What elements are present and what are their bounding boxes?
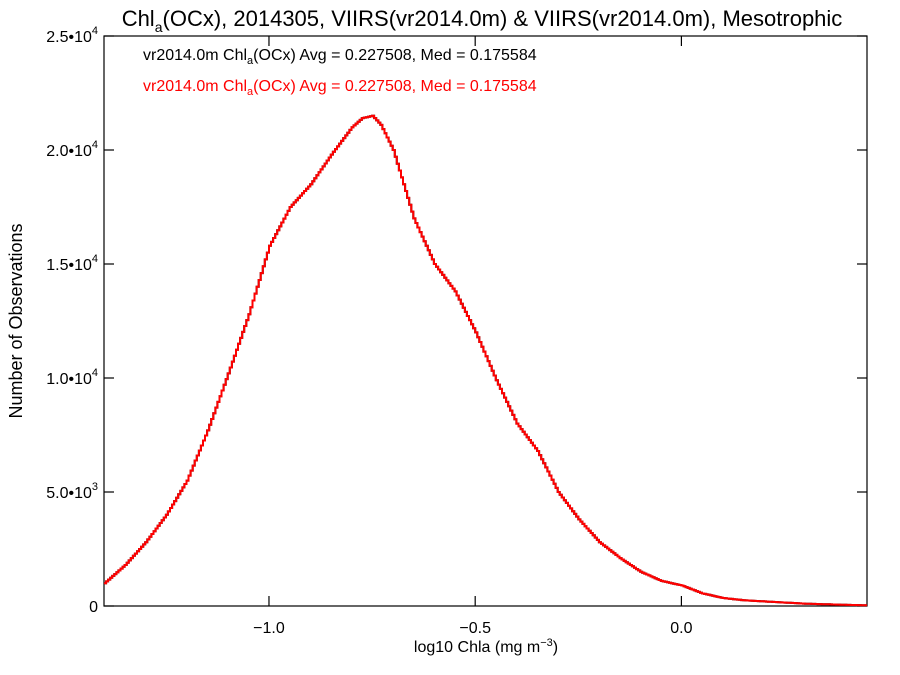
y-tick-label-1: 5.0•103 <box>46 481 98 502</box>
x-tick-label-0: −1.0 <box>253 620 285 637</box>
chart-title-rest: (OCx), 2014305, VIIRS(vr2014.0m) & VIIRS… <box>163 6 843 31</box>
y-tick-exponent-5: 4 <box>92 25 98 37</box>
y-tick-exponent-1: 3 <box>92 481 98 493</box>
legend-entry-1-sub: a <box>247 55 254 67</box>
y-tick-exponent-4: 4 <box>92 139 98 151</box>
y-axis-label: Number of Observations <box>6 223 26 418</box>
y-tick-mantissa-2: 1.0•10 <box>46 371 92 388</box>
y-tick-label-3: 1.5•104 <box>46 253 98 274</box>
legend-entry-1: vr2014.0m Chla(OCx) Avg = 0.227508, Med … <box>143 47 537 67</box>
y-tick-label-0: 0 <box>89 599 98 616</box>
y-tick-mantissa-5: 2.5•10 <box>46 29 92 46</box>
legend-entry-2-sub: a <box>247 86 254 98</box>
y-tick-label-2: 1.0•104 <box>46 367 98 388</box>
legend-entry-1-pre: vr2014.0m Chl <box>143 47 247 64</box>
chart-title-prefix: Chl <box>122 6 155 31</box>
x-axis-ticks: −1.0 −0.5 0.0 <box>253 36 693 637</box>
series-line-1 <box>104 114 867 607</box>
y-tick-label-5: 2.5•104 <box>46 25 98 46</box>
x-axis-label-end: ) <box>553 639 558 656</box>
y-tick-mantissa-4: 2.0•10 <box>46 143 92 160</box>
x-axis-label-main: log10 Chla (mg m <box>414 639 540 656</box>
histogram-series <box>104 114 867 607</box>
y-tick-mantissa-1: 5.0•10 <box>46 485 92 502</box>
x-axis-label: log10 Chla (mg m−3) <box>414 637 558 656</box>
y-tick-label-4: 2.0•104 <box>46 139 98 160</box>
series-line-0 <box>104 114 867 607</box>
x-tick-label-1: −0.5 <box>459 620 491 637</box>
plot-frame <box>103 35 868 607</box>
y-tick-mantissa-0: 0 <box>89 599 98 616</box>
legend-entry-1-post: (OCx) Avg = 0.227508, Med = 0.175584 <box>253 47 537 64</box>
chart-title: Chla(OCx), 2014305, VIIRS(vr2014.0m) & V… <box>122 6 843 35</box>
legend-entry-2-pre: vr2014.0m Chl <box>143 78 247 95</box>
x-axis-label-sup: −3 <box>540 637 553 649</box>
legend-entry-2-post: (OCx) Avg = 0.227508, Med = 0.175584 <box>253 78 537 95</box>
y-tick-exponent-3: 4 <box>92 253 98 265</box>
y-tick-mantissa-3: 1.5•10 <box>46 257 92 274</box>
x-tick-label-2: 0.0 <box>670 620 692 637</box>
y-tick-exponent-2: 4 <box>92 367 98 379</box>
legend-entry-2: vr2014.0m Chla(OCx) Avg = 0.227508, Med … <box>143 78 537 98</box>
chart-title-subscript: a <box>155 19 163 35</box>
